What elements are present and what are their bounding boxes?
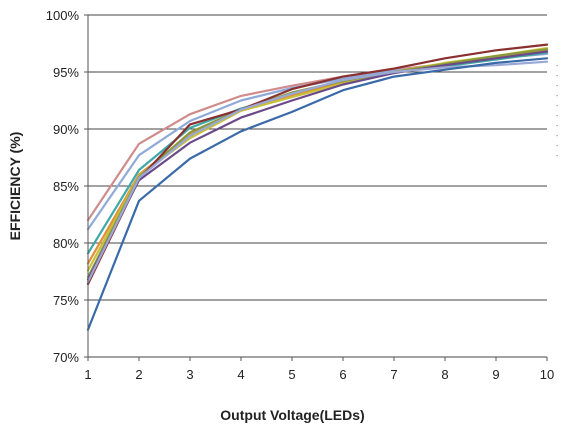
x-tick-label: 8: [441, 367, 448, 382]
y-tick-labels: 70% 75% 80% 85% 90% 95% 100%: [46, 8, 80, 365]
x-tick-label: 7: [390, 367, 397, 382]
x-tick-label: 4: [237, 367, 244, 382]
legend-marker: -: [556, 153, 559, 160]
x-axis-title: Output Voltage(LEDs): [220, 407, 364, 423]
y-tick-label: 75%: [53, 293, 79, 308]
legend-marker: -: [556, 63, 559, 70]
x-tick-labels: 1 2 3 4 5 6 7 8 9 10: [84, 367, 554, 382]
series-line-1: [86, 52, 549, 222]
series-line-7: [86, 43, 549, 286]
y-tick-label: 80%: [53, 236, 79, 251]
legend-marker: -: [556, 133, 559, 140]
x-tick-label: 1: [84, 367, 91, 382]
x-tick-label: 6: [339, 367, 346, 382]
x-tick-label: 5: [288, 367, 295, 382]
legend-marker: -: [556, 123, 559, 130]
series-lines: [86, 43, 549, 331]
x-tick-label: 2: [135, 367, 142, 382]
series-line-8: [86, 50, 549, 281]
legend-marker: -: [556, 93, 559, 100]
y-tick-label: 90%: [53, 122, 79, 137]
x-tick-label: 9: [492, 367, 499, 382]
legend-marker: -: [556, 73, 559, 80]
y-tick-label: 70%: [53, 350, 79, 365]
legend-marker: -: [556, 103, 559, 110]
y-axis-title: EFFICIENCY (%): [7, 132, 23, 241]
legend-fragment: - - - - - - - - - -: [556, 63, 559, 160]
grid-lines: [84, 14, 548, 361]
y-tick-label: 95%: [53, 65, 79, 80]
x-tick-label: 3: [186, 367, 193, 382]
y-tick-label: 85%: [53, 179, 79, 194]
legend-marker: -: [556, 143, 559, 150]
x-tick-label: 10: [540, 367, 554, 382]
legend-marker: -: [556, 113, 559, 120]
series-line-9: [86, 60, 549, 283]
legend-marker: -: [556, 83, 559, 90]
y-tick-label: 100%: [46, 8, 80, 23]
series-line-10: [86, 57, 549, 331]
